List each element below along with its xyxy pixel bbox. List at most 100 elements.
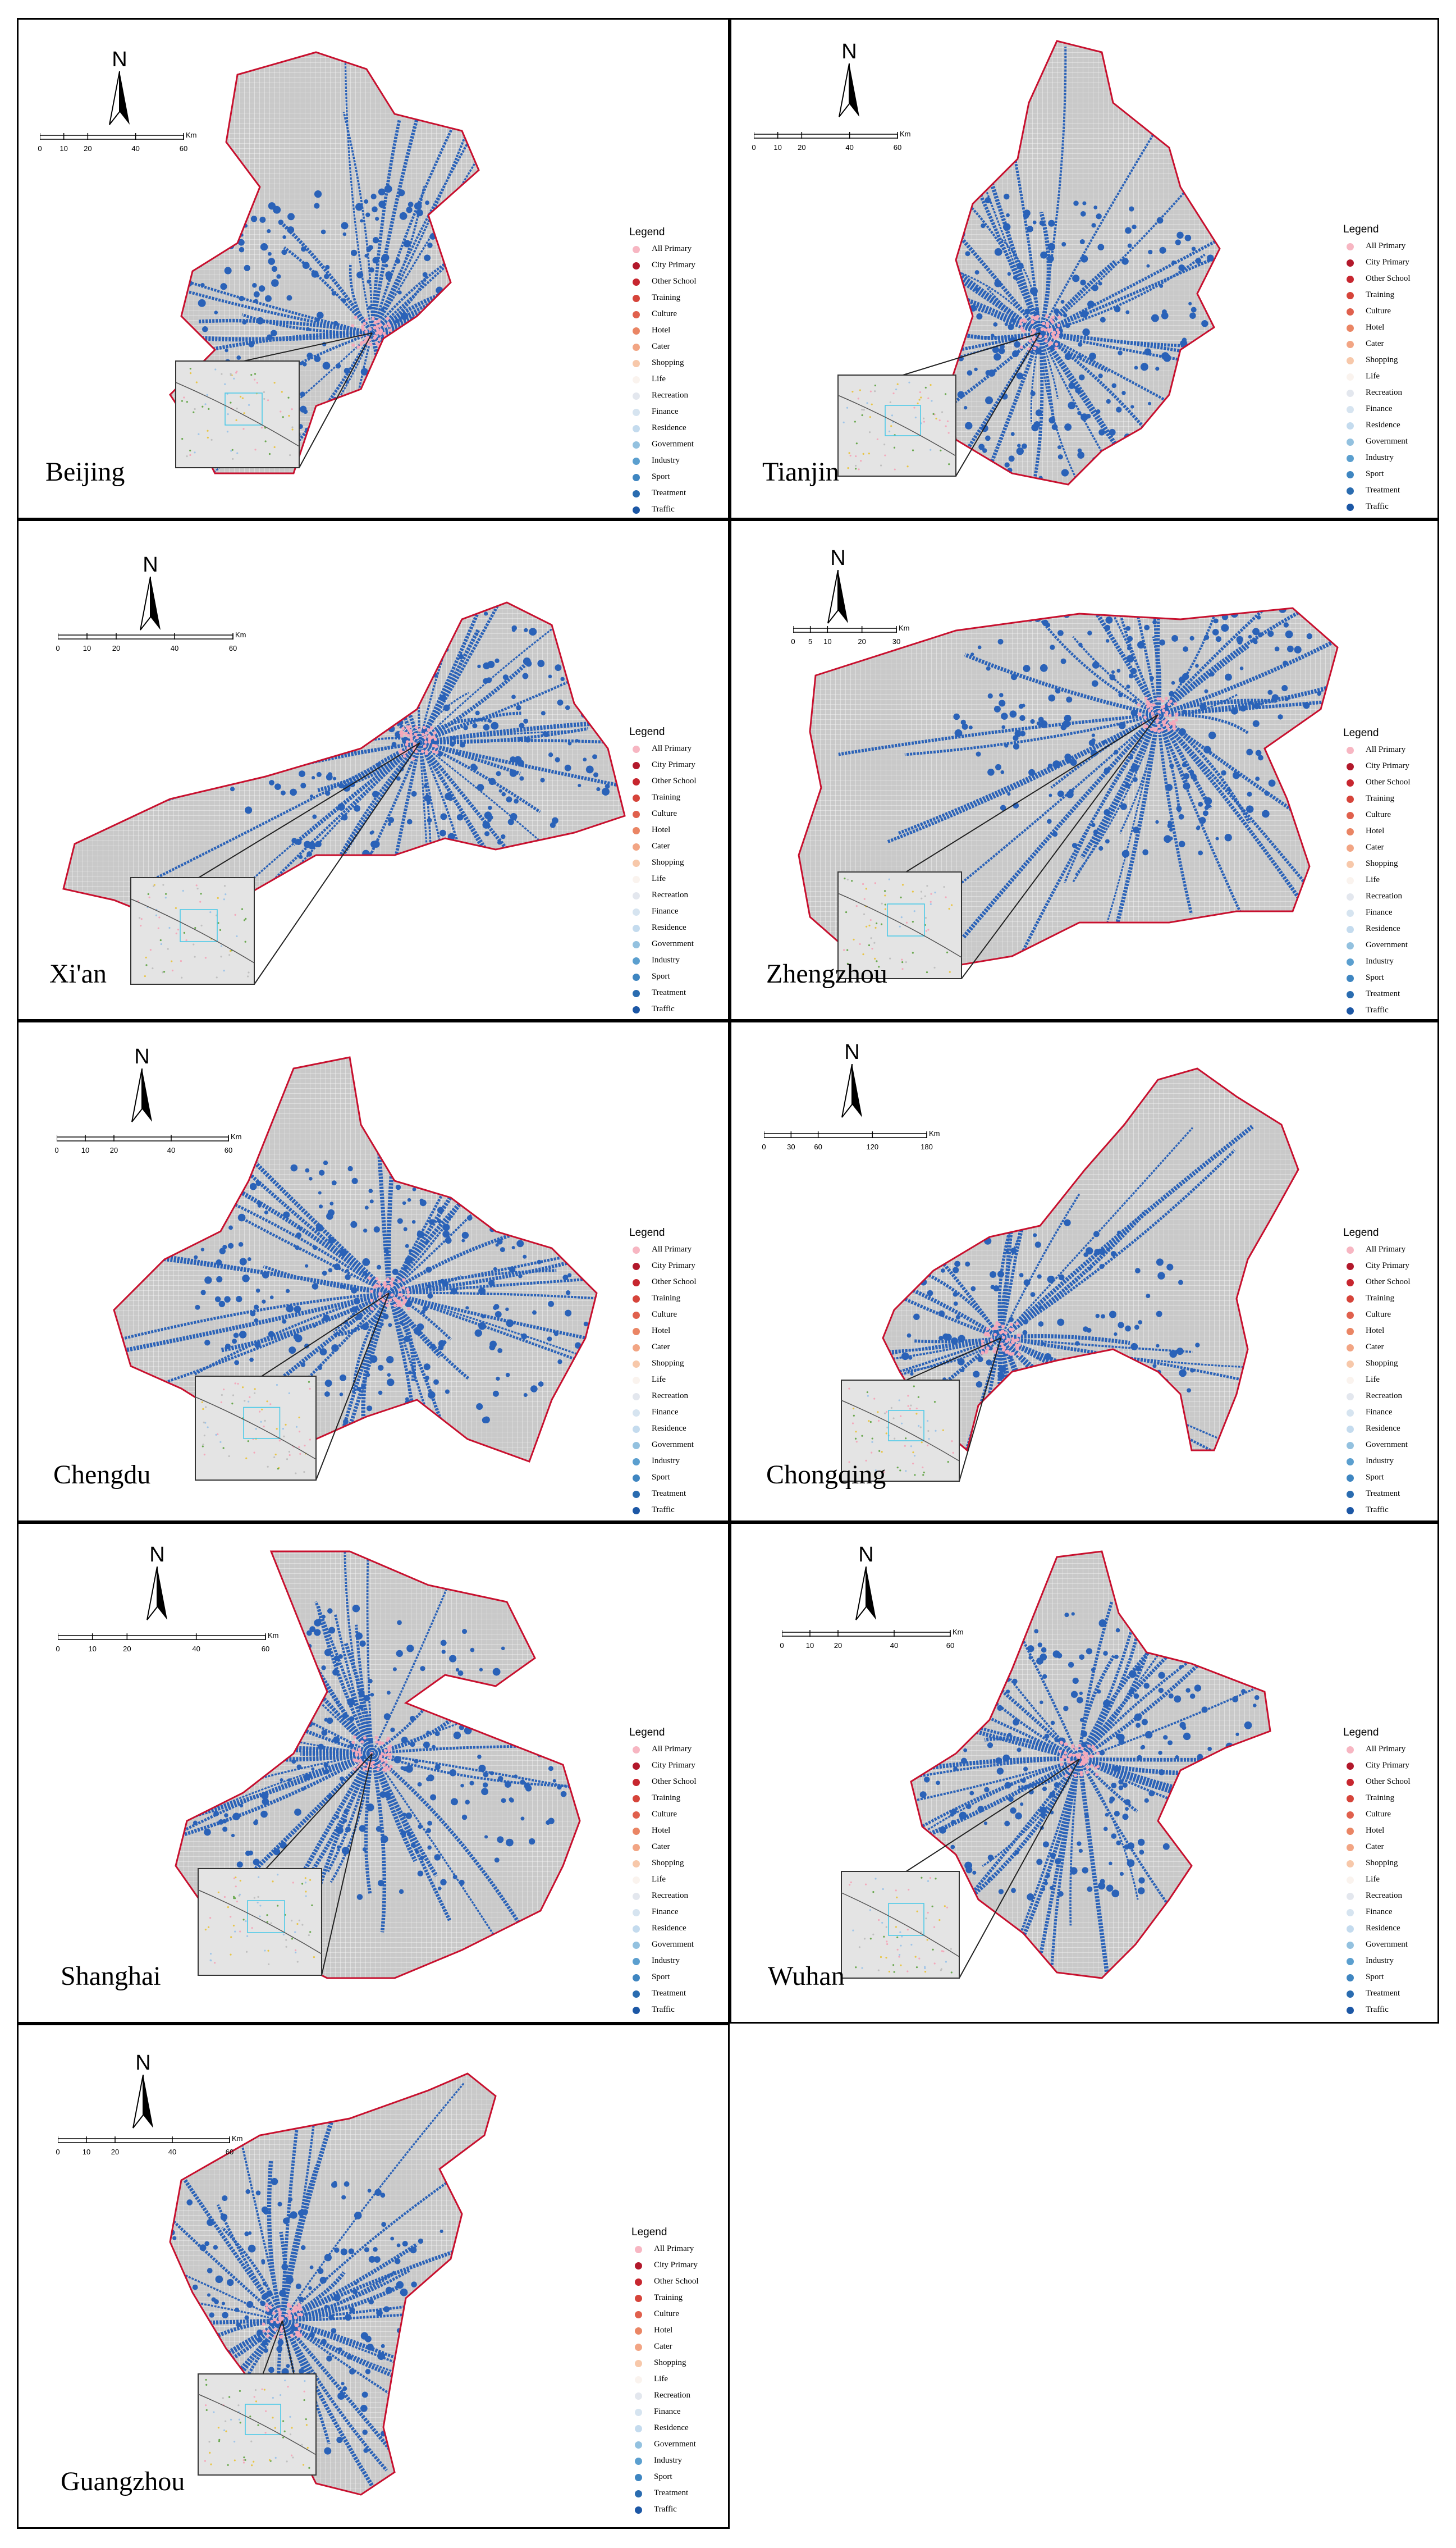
legend-label: Other School [1366,1277,1411,1286]
legend-label: All Primary [1366,1245,1406,1254]
legend-item: Recreation [629,888,728,905]
legend-label: Residence [652,923,686,932]
scale-tick-label: 40 [131,144,140,153]
legend-item: Life [629,1873,728,1889]
legend-label: City Primary [1366,1261,1409,1270]
legend-swatch [1347,1491,1354,1498]
legend-item: Other School [629,1275,728,1291]
legend-swatch [1347,259,1354,267]
legend-swatch [1347,439,1354,446]
legend-item: Cater [629,1840,728,1856]
legend-item: Cater [631,2340,728,2356]
legend-swatch [1347,1925,1354,1933]
legend-item: Industry [1343,451,1437,467]
legend-item: Culture [1343,304,1437,321]
legend-label: Recreation [652,391,688,400]
legend-label: Training [654,2293,683,2302]
legend-swatch [1347,1762,1354,1770]
legend-label: City Primary [654,2261,698,2270]
legend-swatch [633,1893,640,1900]
legend-swatch [633,246,640,253]
legend-label: Sport [652,1972,670,1981]
legend-swatch [633,311,640,318]
legend-label: Residence [1366,421,1400,430]
scale-unit: Km [235,631,246,639]
legend-label: Cater [1366,843,1384,852]
city-name: Zhengzhou [766,959,887,989]
legend-item: Industry [629,1454,728,1471]
legend-label: All Primary [652,244,692,253]
legend-label: Traffic [1366,2005,1389,2014]
legend-item: City Primary [629,1759,728,1775]
legend-label: Culture [652,809,677,818]
legend-label: Industry [1366,1456,1394,1465]
legend-swatch [1347,276,1354,283]
city-map-panel: N 0 30 60 120 180 Km Legend All Primary City Prim… [730,1021,1439,1522]
legend-label: Government [1366,940,1408,949]
scale-tick-label: 60 [225,2148,234,2156]
legend-item: City Primary [629,1259,728,1275]
scale-bar: 0 5 10 20 30 Km [791,624,919,647]
legend-swatch [633,458,640,465]
legend-swatch [633,1426,640,1433]
legend-label: Residence [652,423,686,432]
legend-label: Finance [654,2407,681,2416]
legend-swatch [633,1295,640,1303]
legend-swatch [633,2007,640,2014]
legend-swatch [1347,975,1354,982]
scale-bar: 0 10 20 40 60 Km [780,1628,973,1651]
legend-swatch [633,1474,640,1482]
legend-item: Hotel [1343,1824,1437,1840]
legend-swatch [635,2490,642,2497]
legend-swatch [1347,1974,1354,1981]
legend-label: Traffic [1366,1505,1389,1514]
legend-swatch [633,278,640,286]
zoom-inset [195,1376,317,1481]
legend-item: Training [1343,288,1437,304]
legend-label: Industry [1366,1956,1394,1965]
legend-swatch [635,2392,642,2400]
legend-swatch [1347,406,1354,413]
legend-swatch [633,762,640,769]
legend-label: Training [652,293,681,302]
legend-label: Cater [1366,339,1384,348]
scale-tick-label: 0 [791,637,795,646]
legend-item: Other School [1343,1775,1437,1791]
legend-item: Treatment [1343,483,1437,500]
legend-label: Residence [652,1424,686,1433]
city-map-panel: N 0 10 20 40 60 Km Legend All Primary City Primar… [17,519,730,1021]
city-map [175,1550,581,1979]
city-name: Chengdu [53,1460,151,1490]
scale-tick-label: 10 [88,1645,97,1653]
legend-label: Life [1366,372,1380,381]
legend-item: Sport [629,1471,728,1487]
legend-label: Government [652,1940,694,1949]
legend-item: Government [1343,938,1437,955]
scale-tick-label: 20 [798,143,806,152]
legend-swatch [633,1006,640,1013]
legend-swatch [1347,861,1354,868]
legend-swatch [1347,844,1354,852]
legend-item: Traffic [629,1503,728,1519]
legend-item: Cater [629,1340,728,1357]
map-legend: Legend All Primary City Primary Other Schoo… [1343,223,1437,516]
legend-item: Shopping [629,1856,728,1873]
legend-label: All Primary [1366,241,1406,250]
legend-swatch [635,2409,642,2416]
legend-label: City Primary [652,760,695,769]
map-legend: Legend All Primary City Primary Other Schoo… [629,226,728,518]
legend-swatch [1347,1442,1354,1449]
legend-swatch [1347,926,1354,933]
scale-bar: 0 10 20 40 60 Km [56,2134,252,2158]
legend-swatch [1347,1860,1354,1867]
legend-label: Life [1366,875,1380,884]
legend-item: Life [631,2372,728,2389]
legend-label: Hotel [652,1826,671,1835]
north-letter: N [135,2051,151,2075]
legend-label: All Primary [652,744,692,753]
legend-item: Residence [1343,1422,1437,1438]
legend-item: Government [1343,435,1437,451]
legend-item: Recreation [1343,386,1437,402]
legend-swatch [1347,1507,1354,1514]
scale-unit: Km [953,1628,964,1636]
